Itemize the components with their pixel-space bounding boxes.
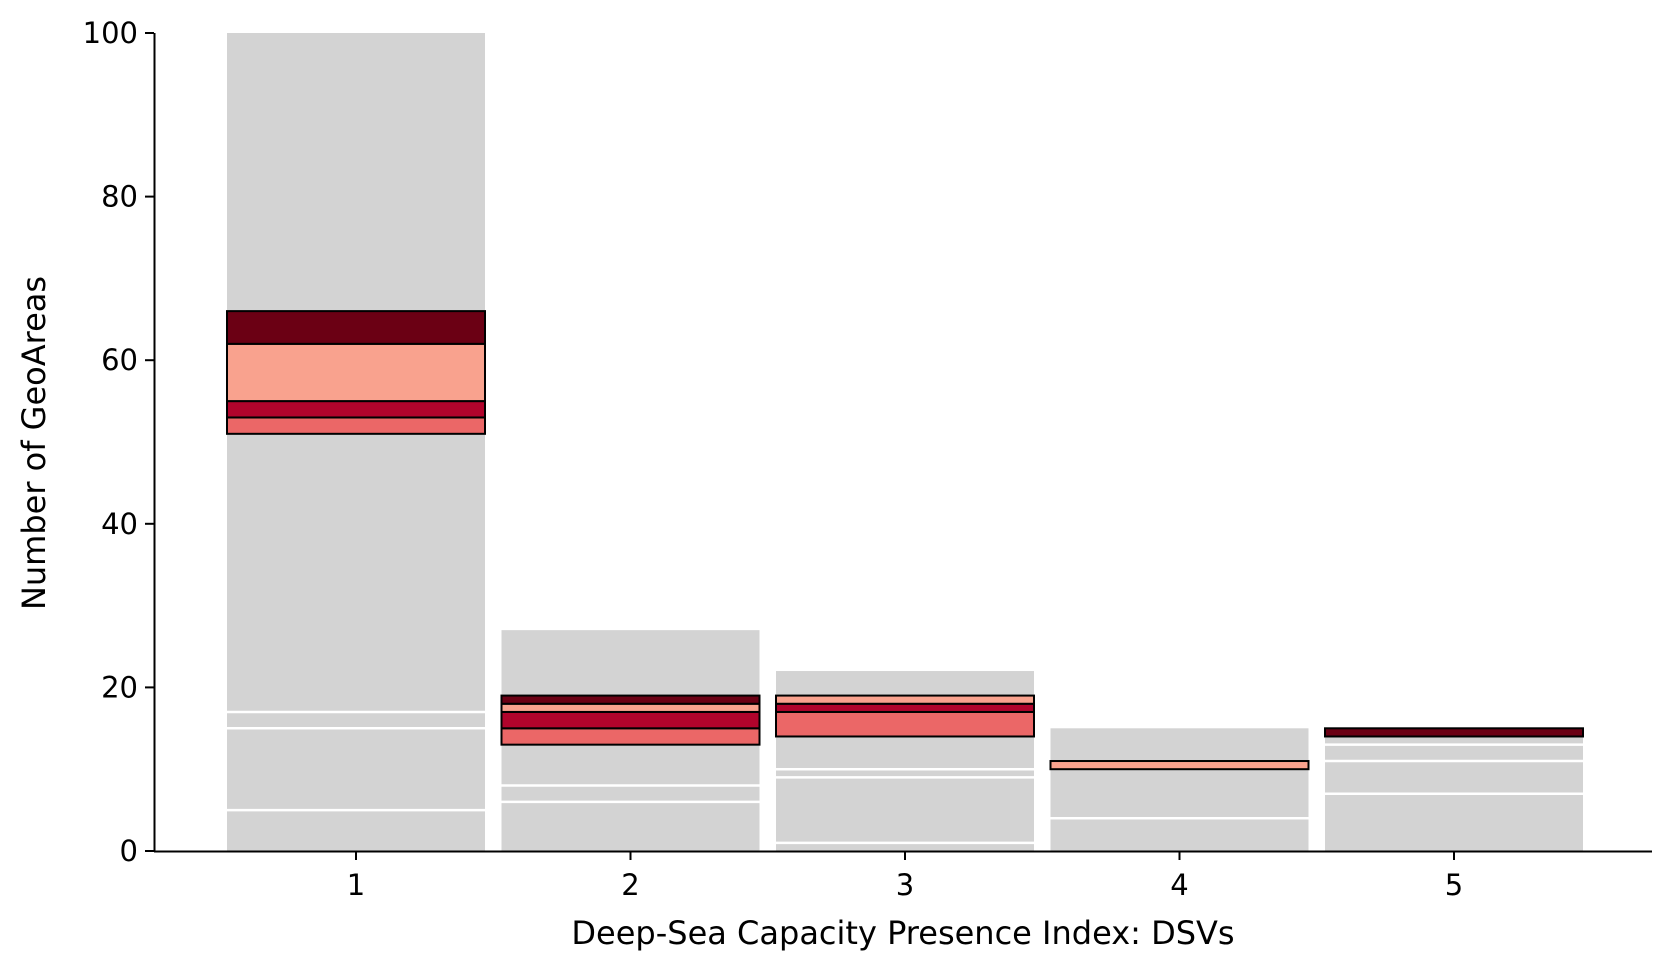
highlight-segment-1-3 [226, 310, 486, 345]
y-tick-label-20: 20 [101, 670, 138, 704]
x-tick-label-3: 3 [896, 868, 914, 902]
y-tick-label-0: 0 [120, 834, 138, 868]
highlight-segment-2-2 [500, 702, 761, 713]
bars-layer [226, 33, 1584, 851]
y-tick-label-40: 40 [101, 507, 138, 541]
highlight-segment-3-1 [775, 702, 1035, 713]
highlight-segment-2-1 [500, 710, 761, 730]
ticks-layer: 1 2 3 4 5 0 20 40 60 80 100 [83, 16, 1464, 902]
highlight-segment-2-3 [500, 694, 761, 705]
axes-layer [153, 33, 1652, 853]
x-tick-label-5: 5 [1445, 868, 1463, 902]
highlight-segment-3-2 [775, 694, 1035, 705]
bar-background-4 [1050, 728, 1309, 851]
y-tick-label-80: 80 [101, 180, 138, 214]
x-tick-label-1: 1 [347, 868, 365, 902]
bar-background-5 [1325, 728, 1583, 851]
bar-background-1 [227, 33, 485, 851]
highlight-segment-2-0 [500, 727, 761, 746]
x-tick-label-4: 4 [1170, 868, 1188, 902]
x-axis-title: Deep-Sea Capacity Presence Index: DSVs [571, 914, 1234, 952]
y-tick-label-100: 100 [83, 16, 138, 50]
highlight-segment-5-0 [1324, 727, 1584, 738]
y-tick-label-60: 60 [101, 343, 138, 377]
highlight-segment-1-1 [226, 400, 486, 419]
highlight-segment-4-0 [1049, 760, 1310, 771]
highlight-segment-1-0 [226, 416, 486, 435]
highlight-segment-1-2 [226, 342, 486, 403]
y-axis-title: Number of GeoAreas [15, 276, 53, 610]
x-tick-label-2: 2 [621, 868, 639, 902]
highlight-segment-3-0 [775, 710, 1035, 738]
